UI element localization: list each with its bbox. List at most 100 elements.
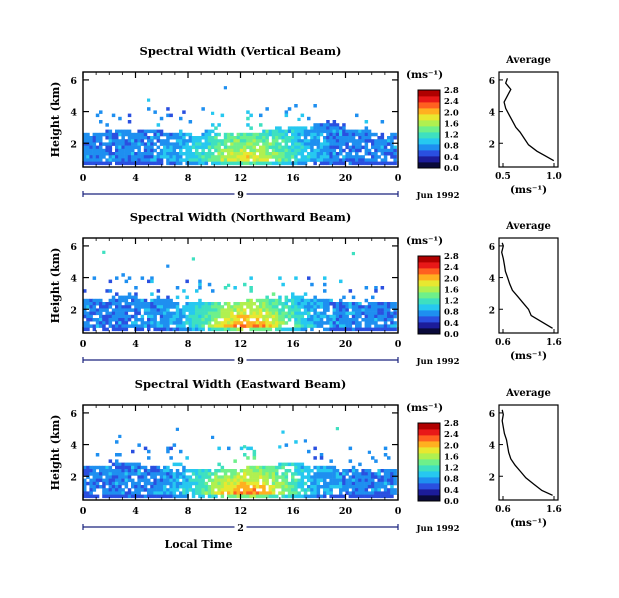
- heatmap-cell: [230, 472, 234, 476]
- heatmap-cell: [275, 298, 279, 303]
- heatmap-cell: [95, 453, 100, 457]
- heatmap-cell: [201, 142, 205, 146]
- heatmap-cell: [287, 485, 292, 489]
- heatmap-cell: [297, 295, 301, 300]
- heatmap-cell: [175, 311, 180, 316]
- heatmap-cell: [127, 478, 132, 483]
- heatmap-cell: [143, 494, 148, 499]
- heatmap-cell: [246, 152, 250, 156]
- heatmap-cell: [236, 491, 241, 495]
- heatmap-cell: [294, 129, 298, 134]
- heatmap-cell: [255, 469, 260, 473]
- heatmap-cell: [175, 481, 180, 486]
- heatmap-cell: [390, 305, 394, 309]
- heatmap-cell: [243, 302, 247, 306]
- heatmap-cell: [111, 152, 116, 156]
- heatmap-cell: [387, 324, 391, 328]
- heatmap-cell: [134, 485, 138, 489]
- heatmap-cell: [137, 311, 141, 316]
- heatmap-cell: [387, 311, 391, 316]
- heatmap-cell: [236, 481, 241, 486]
- heatmap-cell: [179, 449, 183, 454]
- heatmap-cell: [252, 488, 257, 492]
- heatmap-cell: [102, 148, 106, 153]
- heatmap-cell: [294, 158, 298, 162]
- heatmap-cell: [111, 488, 116, 492]
- heatmap-cell: [179, 475, 183, 479]
- heatmap-cell: [211, 491, 215, 495]
- heatmap-cell: [121, 152, 125, 156]
- heatmap-cell: [313, 136, 317, 140]
- heatmap-cell: [284, 152, 289, 156]
- heatmap-cell: [329, 321, 333, 325]
- heatmap-cell: [150, 485, 154, 489]
- x-tick-label: 16: [286, 173, 300, 184]
- heatmap-cell: [265, 324, 269, 328]
- heatmap-cell: [99, 158, 103, 162]
- heatmap-cell: [355, 314, 359, 319]
- heatmap-cell: [313, 305, 317, 309]
- heatmap-cell: [131, 462, 135, 467]
- avg-x-tick-label: 0.5: [495, 172, 511, 182]
- heatmap-cell: [259, 132, 263, 137]
- heatmap-cell: [105, 318, 109, 322]
- heatmap-cell: [134, 481, 138, 486]
- heatmap-cell: [156, 155, 161, 159]
- heatmap-cell: [227, 158, 231, 162]
- heatmap-cell: [281, 321, 285, 325]
- heatmap-cell: [294, 318, 298, 322]
- heatmap-cell: [303, 129, 308, 134]
- heatmap-cell: [102, 327, 106, 332]
- heatmap-cell: [89, 308, 93, 312]
- heatmap-cell: [307, 465, 311, 470]
- heatmap-cell: [339, 485, 343, 489]
- heatmap-cell: [115, 491, 119, 495]
- heatmap-cell: [246, 488, 250, 492]
- heatmap-cell: [287, 305, 292, 309]
- heatmap-cell: [111, 302, 116, 306]
- heatmap-cell: [220, 161, 225, 166]
- heatmap-cell: [297, 472, 301, 476]
- heatmap-cell: [281, 491, 285, 495]
- heatmap-cell: [316, 136, 321, 140]
- heatmap-cell: [169, 469, 173, 473]
- heatmap-cell: [92, 155, 97, 159]
- heatmap-cell: [319, 485, 324, 489]
- heatmap-cell: [383, 478, 388, 483]
- heatmap-cell: [134, 318, 138, 322]
- heatmap-cell: [89, 142, 93, 146]
- heatmap-cell: [131, 478, 135, 483]
- colorbar-swatch: [418, 459, 440, 466]
- heatmap-cell: [127, 324, 132, 328]
- heatmap-cell: [108, 158, 113, 162]
- heatmap-cell: [303, 155, 308, 159]
- heatmap-cell: [188, 475, 193, 479]
- heatmap-cell: [284, 298, 289, 303]
- day-label: 2: [237, 523, 244, 534]
- heatmap-cell: [278, 308, 282, 312]
- heatmap-cell: [284, 295, 289, 300]
- heatmap-cell: [278, 491, 282, 495]
- heatmap-cell: [345, 488, 349, 492]
- heatmap-cell: [252, 321, 257, 325]
- heatmap-cell: [83, 142, 87, 146]
- heatmap-cell: [153, 129, 157, 134]
- heatmap-cell: [131, 155, 135, 159]
- colorbar-tick-label: 0.4: [444, 153, 459, 163]
- heatmap-cell: [121, 129, 125, 134]
- heatmap-cell: [159, 148, 164, 153]
- heatmap-cell: [169, 485, 173, 489]
- heatmap-cell: [259, 113, 263, 118]
- heatmap-cell: [348, 145, 353, 150]
- heatmap-cell: [172, 314, 177, 319]
- heatmap-cell: [95, 158, 100, 162]
- heatmap-cell: [297, 129, 301, 134]
- heatmap-cell: [150, 155, 154, 159]
- heatmap-cell: [326, 321, 330, 325]
- heatmap-cell: [211, 161, 215, 166]
- heatmap-cell: [259, 123, 263, 127]
- heatmap-cell: [300, 478, 305, 483]
- heatmap-cell: [374, 494, 378, 499]
- heatmap-cell: [201, 311, 205, 316]
- heatmap-cell: [259, 324, 263, 328]
